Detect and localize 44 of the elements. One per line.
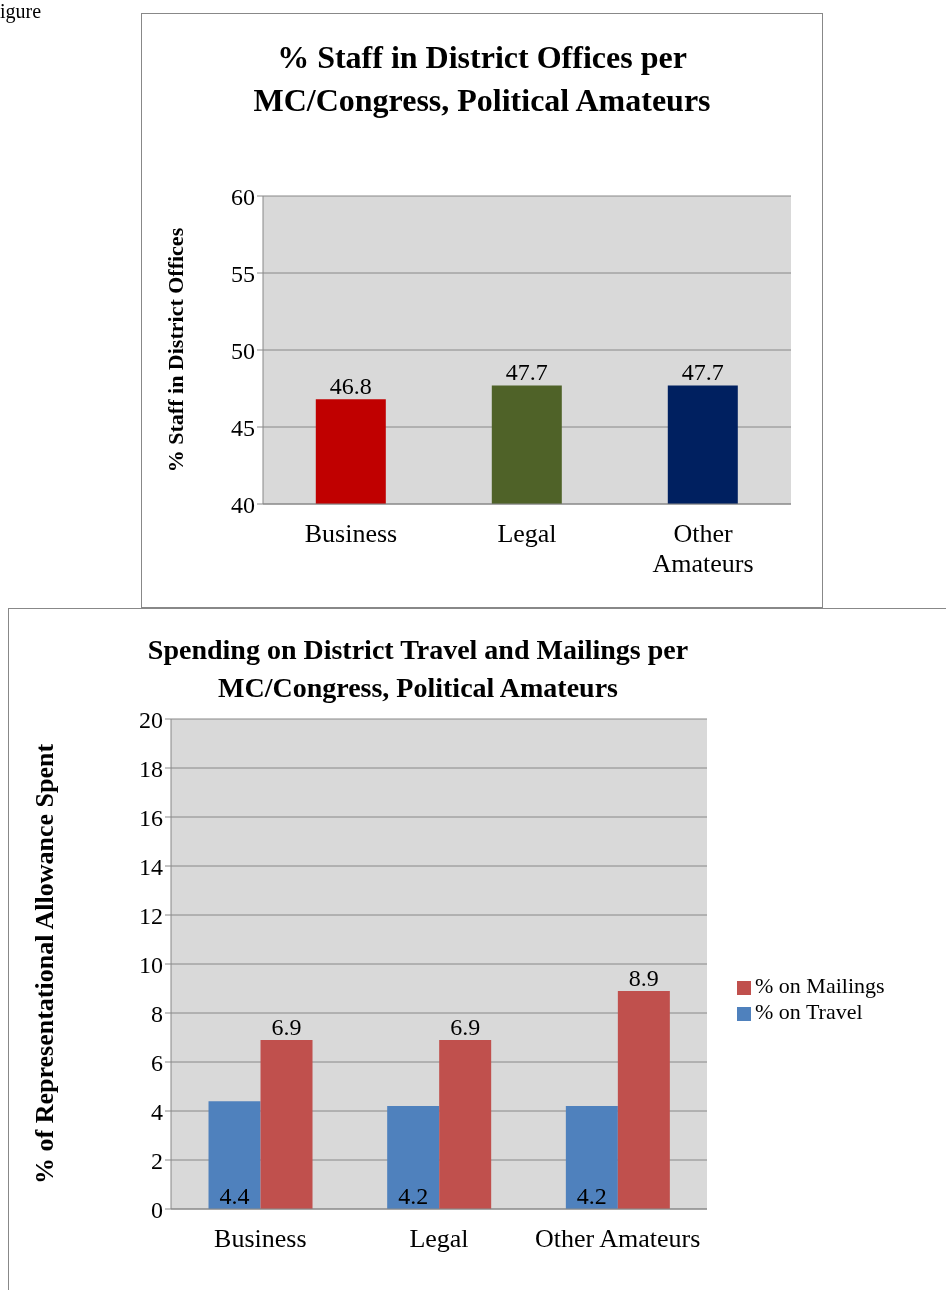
x-tick-label: Business: [304, 519, 398, 548]
y-tick-label: 10: [139, 951, 163, 978]
y-axis-title: % of Representational Allowance Spent: [30, 743, 60, 1185]
data-label: 6.9: [450, 1013, 481, 1040]
bar: [439, 1039, 492, 1209]
y-tick-label: 16: [139, 804, 163, 831]
y-tick-label: 2: [151, 1147, 163, 1174]
x-tick-label: Other Amateurs: [534, 1224, 701, 1253]
data-label: 4.4: [219, 1183, 250, 1209]
data-label: 46.8: [329, 373, 372, 400]
x-tick-label: Business: [214, 1224, 307, 1253]
y-axis-title: % Staff in District Offices: [162, 227, 188, 473]
bar: [208, 1101, 261, 1209]
data-label: 47.7: [681, 359, 724, 386]
y-tick-label: 14: [139, 853, 163, 880]
y-tick-label: 0: [151, 1196, 163, 1223]
chart-title: Spending on District Travel and Mailings per MC/Congress, Political Amateurs: [146, 633, 690, 705]
x-tick-label: Other Amateurs: [652, 519, 754, 578]
y-tick-label: 55: [231, 260, 255, 287]
legend-label: % on Travel: [755, 999, 863, 1024]
chart-title: % Staff in District Offices per MC/Congress, Political Amateurs: [252, 38, 712, 120]
y-tick-label: 40: [231, 491, 255, 518]
bar: [387, 1106, 440, 1209]
legend-label: % on Mailings: [755, 973, 885, 998]
y-tick-label: 20: [139, 706, 163, 733]
y-tick-label: 60: [231, 183, 255, 210]
y-tick-label: 18: [139, 755, 163, 782]
x-tick-label: Legal: [409, 1224, 469, 1253]
x-tick-label: Legal: [497, 519, 557, 548]
text: igure: [0, 0, 42, 23]
y-tick-label: 6: [151, 1049, 163, 1076]
y-tick-label: 12: [139, 902, 163, 929]
data-label: 47.7: [505, 359, 548, 386]
data-label: 6.9: [271, 1013, 302, 1040]
bar: [260, 1039, 313, 1209]
data-label: 4.2: [576, 1183, 607, 1209]
bar: [617, 990, 670, 1209]
y-tick-label: 4: [151, 1098, 163, 1125]
data-label: 4.2: [398, 1183, 429, 1209]
y-tick-label: 8: [151, 1000, 163, 1027]
y-tick-label: 50: [231, 337, 255, 364]
bar: [565, 1106, 618, 1209]
y-tick-label: 45: [231, 414, 255, 441]
data-label: 8.9: [628, 964, 659, 991]
